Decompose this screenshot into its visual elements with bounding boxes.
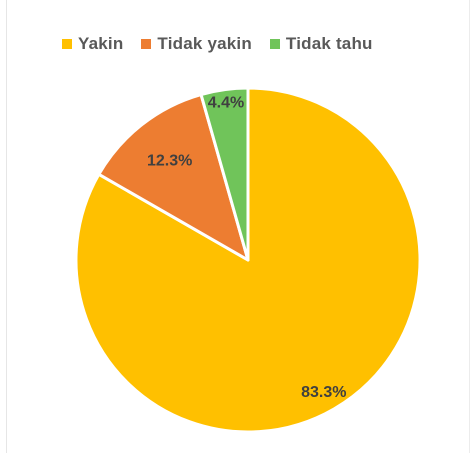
chart-legend: Yakin Tidak yakin Tidak tahu xyxy=(62,34,373,54)
data-label-yakin: 83.3% xyxy=(301,384,346,401)
pie-slice-tidak-yakin xyxy=(97,93,250,262)
legend-label-yakin: Yakin xyxy=(78,34,124,53)
data-label-tidak-tahu: 4.4% xyxy=(208,95,244,112)
frame-border-left xyxy=(6,0,7,453)
legend-swatch-tidak-tahu xyxy=(269,39,280,49)
legend-item-tidak-tahu: Tidak tahu xyxy=(269,34,373,54)
legend-item-tidak-yakin: Tidak yakin xyxy=(141,34,252,54)
legend-item-yakin: Yakin xyxy=(62,34,123,54)
legend-swatch-yakin xyxy=(62,39,72,49)
frame-border-right xyxy=(469,0,470,453)
data-label-tidak-yakin: 12.3% xyxy=(147,153,192,170)
legend-swatch-tidak-yakin xyxy=(141,39,152,49)
legend-label-tidak-yakin: Tidak yakin xyxy=(157,34,252,53)
legend-label-tidak-tahu: Tidak tahu xyxy=(285,34,373,53)
pie-slice-tidak-tahu xyxy=(199,86,250,262)
